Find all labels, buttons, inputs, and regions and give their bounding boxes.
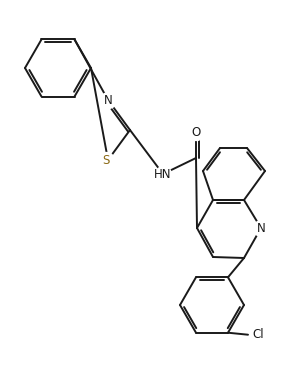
Text: N: N xyxy=(257,222,265,234)
Text: N: N xyxy=(104,93,112,107)
Text: Cl: Cl xyxy=(252,328,264,341)
Text: HN: HN xyxy=(154,168,172,181)
Text: S: S xyxy=(102,154,110,166)
Text: O: O xyxy=(191,126,201,138)
